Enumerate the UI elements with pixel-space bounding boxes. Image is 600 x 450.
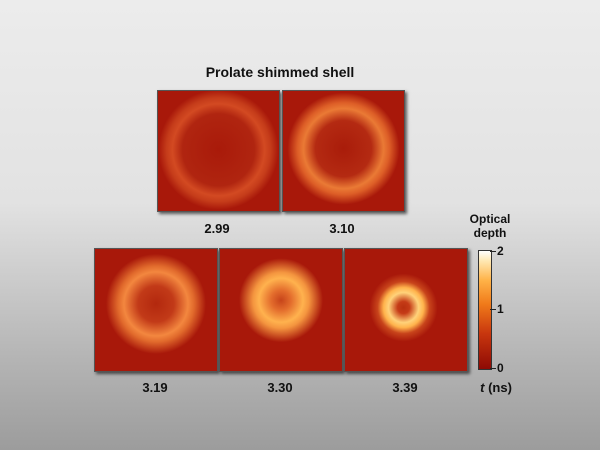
time-axis-label: t (ns) xyxy=(466,380,526,395)
colorbar-title: depth xyxy=(473,226,507,240)
time-unit: (ns) xyxy=(488,380,512,395)
image-panel xyxy=(219,248,343,372)
colorbar-tick xyxy=(490,368,496,369)
colorbar-title: Optical xyxy=(469,212,511,226)
colorbar xyxy=(478,250,492,370)
image-panel xyxy=(94,248,218,372)
colorbar-tick-label: 2 xyxy=(497,244,504,258)
colorbar-tick xyxy=(490,309,496,310)
image-panel xyxy=(157,90,280,212)
panel-label: 3.39 xyxy=(392,380,418,395)
panel-label: 3.30 xyxy=(267,380,293,395)
panel-label: 3.19 xyxy=(142,380,168,395)
image-panel xyxy=(344,248,468,372)
colorbar-tick xyxy=(490,251,496,252)
colorbar-tick-label: 1 xyxy=(497,302,504,316)
colorbar-tick-label: 0 xyxy=(497,361,504,375)
figure-title: Prolate shimmed shell xyxy=(205,64,355,80)
panel-label: 2.99 xyxy=(204,221,230,236)
panel-label: 3.10 xyxy=(329,221,355,236)
image-panel xyxy=(282,90,405,212)
time-symbol: t xyxy=(480,380,485,395)
